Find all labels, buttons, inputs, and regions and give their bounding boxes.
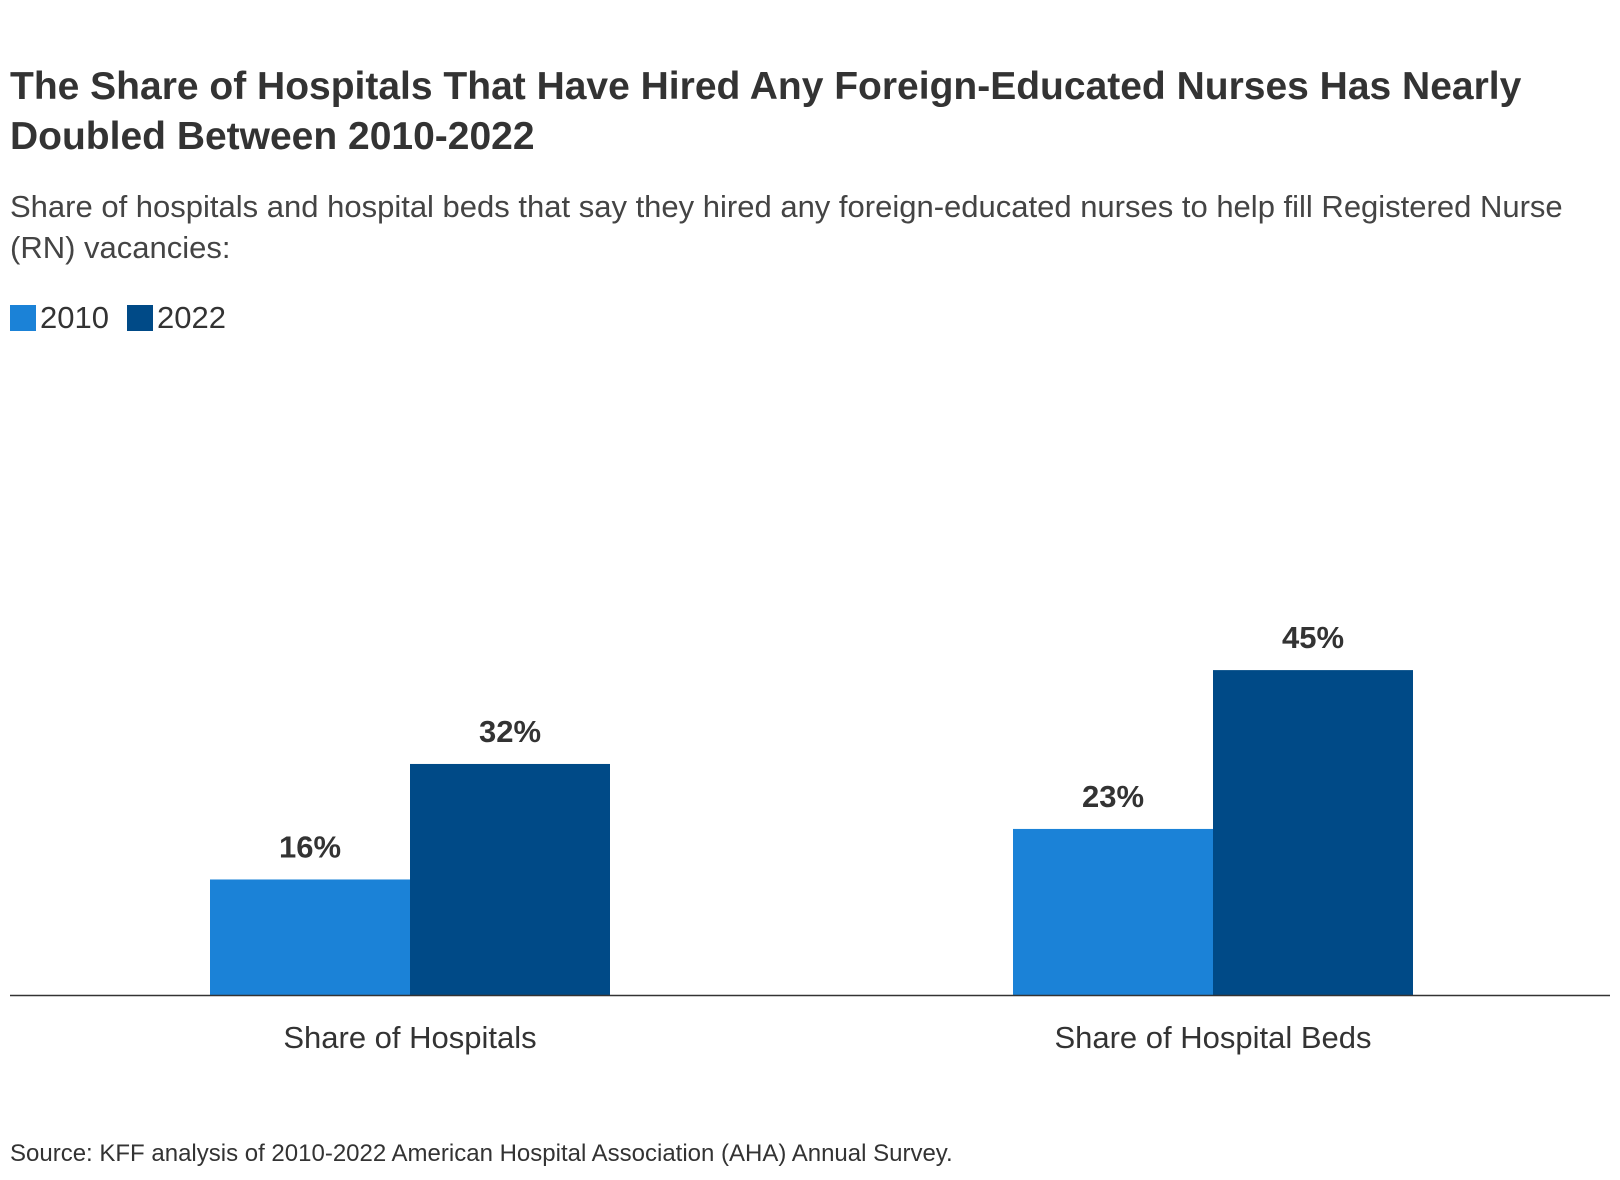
legend-item-2010: 2010	[10, 300, 109, 336]
legend-swatch-2010	[10, 305, 36, 331]
legend-item-2022: 2022	[126, 300, 226, 336]
bar-2010-0	[210, 879, 410, 995]
bar-chart: 16% 32% Share of Hospitals 23% 45% Share of H…	[10, 620, 1610, 1055]
legend-label-2022: 2022	[156, 300, 226, 335]
chart-subtitle: Share of hospitals and hospital beds tha…	[10, 189, 1563, 265]
bar-2022-1	[1213, 670, 1413, 995]
bar-2010-1	[1013, 828, 1213, 995]
data-label-2022-0: 32%	[479, 714, 541, 749]
bar-2022-0	[410, 763, 610, 995]
legend-swatch-2022	[126, 305, 153, 331]
data-label-2010-0: 16%	[279, 829, 341, 864]
chart-title: The Share of Hospitals That Have Hired A…	[10, 65, 1522, 158]
data-label-2022-1: 45%	[1282, 620, 1344, 655]
x-tick-label-0: Share of Hospitals	[283, 1020, 536, 1055]
data-label-2010-1: 23%	[1082, 779, 1144, 814]
legend-label-2010: 2010	[40, 300, 109, 335]
x-tick-label-1: Share of Hospital Beds	[1054, 1020, 1371, 1055]
legend: 2010 2022	[10, 300, 226, 336]
source-note: Source: KFF analysis of 2010-2022 Americ…	[10, 1140, 953, 1167]
